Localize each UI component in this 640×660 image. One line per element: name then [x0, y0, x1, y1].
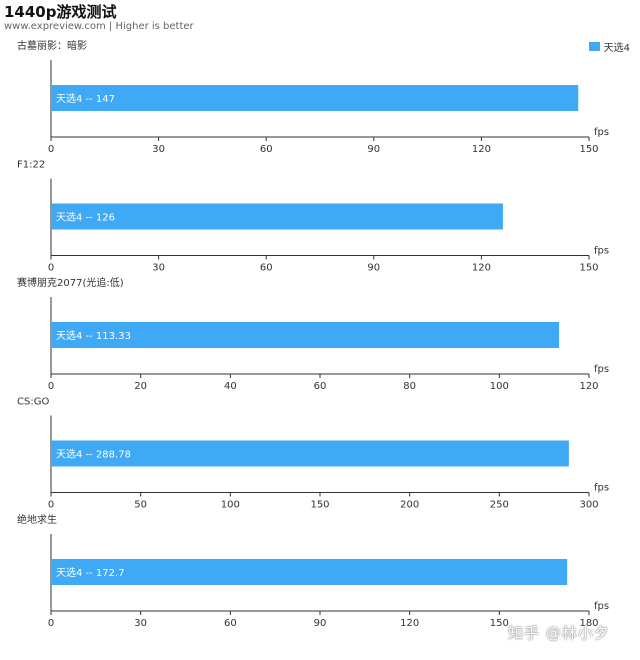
chart-1-tick-label: 60 — [260, 263, 273, 274]
legend-swatch — [588, 42, 600, 51]
chart-1-tick-label: 90 — [367, 263, 380, 274]
chart-3-bar[interactable] — [51, 440, 569, 467]
chart-3-bar-label: 天选4 -- 288.78 — [56, 448, 131, 461]
chart-2-tick-label: 60 — [314, 381, 327, 392]
chart-4-unit-label: fps — [594, 601, 609, 612]
chart-subtitle: www.expreview.com | Higher is better — [4, 21, 194, 32]
chart-3-tick-label: 150 — [310, 500, 329, 511]
chart-4-tick-label: 30 — [134, 618, 147, 629]
chart-4-tick-label: 90 — [314, 618, 327, 629]
chart-3-tick-label: 250 — [490, 500, 509, 511]
chart-3-tick-label: 100 — [221, 500, 240, 511]
chart-2-title: 赛博朋克2077(光追:低) — [17, 276, 124, 289]
chart-0-bar[interactable] — [51, 85, 579, 111]
chart-0-tick-label: 60 — [260, 144, 273, 155]
chart-1-tick-label: 0 — [48, 263, 54, 274]
chart-0-tick-label: 30 — [152, 144, 165, 155]
chart-3-unit-label: fps — [594, 483, 609, 494]
chart-1-title: F1:22 — [17, 160, 45, 171]
chart-4-tick-label: 180 — [579, 618, 598, 629]
chart-1-tick-label: 120 — [472, 263, 491, 274]
chart-1-unit-label: fps — [594, 246, 609, 257]
watermark: 知乎 @林小夕 — [508, 624, 610, 642]
chart-1-tick-label: 150 — [579, 263, 598, 274]
chart-0-tick-label: 90 — [367, 144, 380, 155]
chart-3-title: CS:GO — [17, 397, 49, 408]
chart-4-bar-label: 天选4 -- 172.7 — [56, 566, 125, 579]
chart-4-tick-label: 0 — [48, 618, 54, 629]
chart-0-tick-label: 0 — [48, 144, 54, 155]
chart-2-tick-label: 20 — [134, 381, 147, 392]
chart-3-tick-label: 0 — [48, 500, 54, 511]
chart-0-tick-label: 120 — [472, 144, 491, 155]
chart-2-bar[interactable] — [51, 322, 560, 348]
legend[interactable]: 天选4 — [588, 39, 630, 54]
chart-3-tick-label: 300 — [579, 500, 598, 511]
chart-0-title: 古墓丽影：暗影 — [17, 39, 87, 52]
chart-title: 1440p游戏测试 — [4, 3, 117, 21]
chart-4-tick-label: 60 — [224, 618, 237, 629]
chart-1-tick-label: 30 — [152, 263, 165, 274]
legend-label: 天选4 — [603, 43, 630, 54]
chart-2-bar-label: 天选4 -- 113.33 — [56, 329, 131, 342]
chart-2-tick-label: 40 — [224, 381, 237, 392]
chart-1-bar[interactable] — [51, 203, 503, 230]
chart-1-bar-label: 天选4 -- 126 — [56, 211, 115, 224]
chart-2-tick-label: 0 — [48, 381, 54, 392]
chart-2-unit-label: fps — [594, 364, 609, 375]
chart-2-tick-label: 100 — [490, 381, 509, 392]
chart-0-tick-label: 150 — [579, 144, 598, 155]
chart-4-tick-label: 150 — [490, 618, 509, 629]
chart-3-tick-label: 50 — [134, 500, 147, 511]
chart-3-tick-label: 200 — [400, 500, 419, 511]
chart-2-tick-label: 120 — [579, 381, 598, 392]
chart-4-bar[interactable] — [51, 559, 568, 585]
chart-4-tick-label: 120 — [400, 618, 419, 629]
chart-0-bar-label: 天选4 -- 147 — [56, 92, 115, 105]
chart-4-title: 绝地求生 — [17, 513, 57, 526]
chart-2-tick-label: 80 — [403, 381, 416, 392]
chart-0-unit-label: fps — [594, 127, 609, 138]
